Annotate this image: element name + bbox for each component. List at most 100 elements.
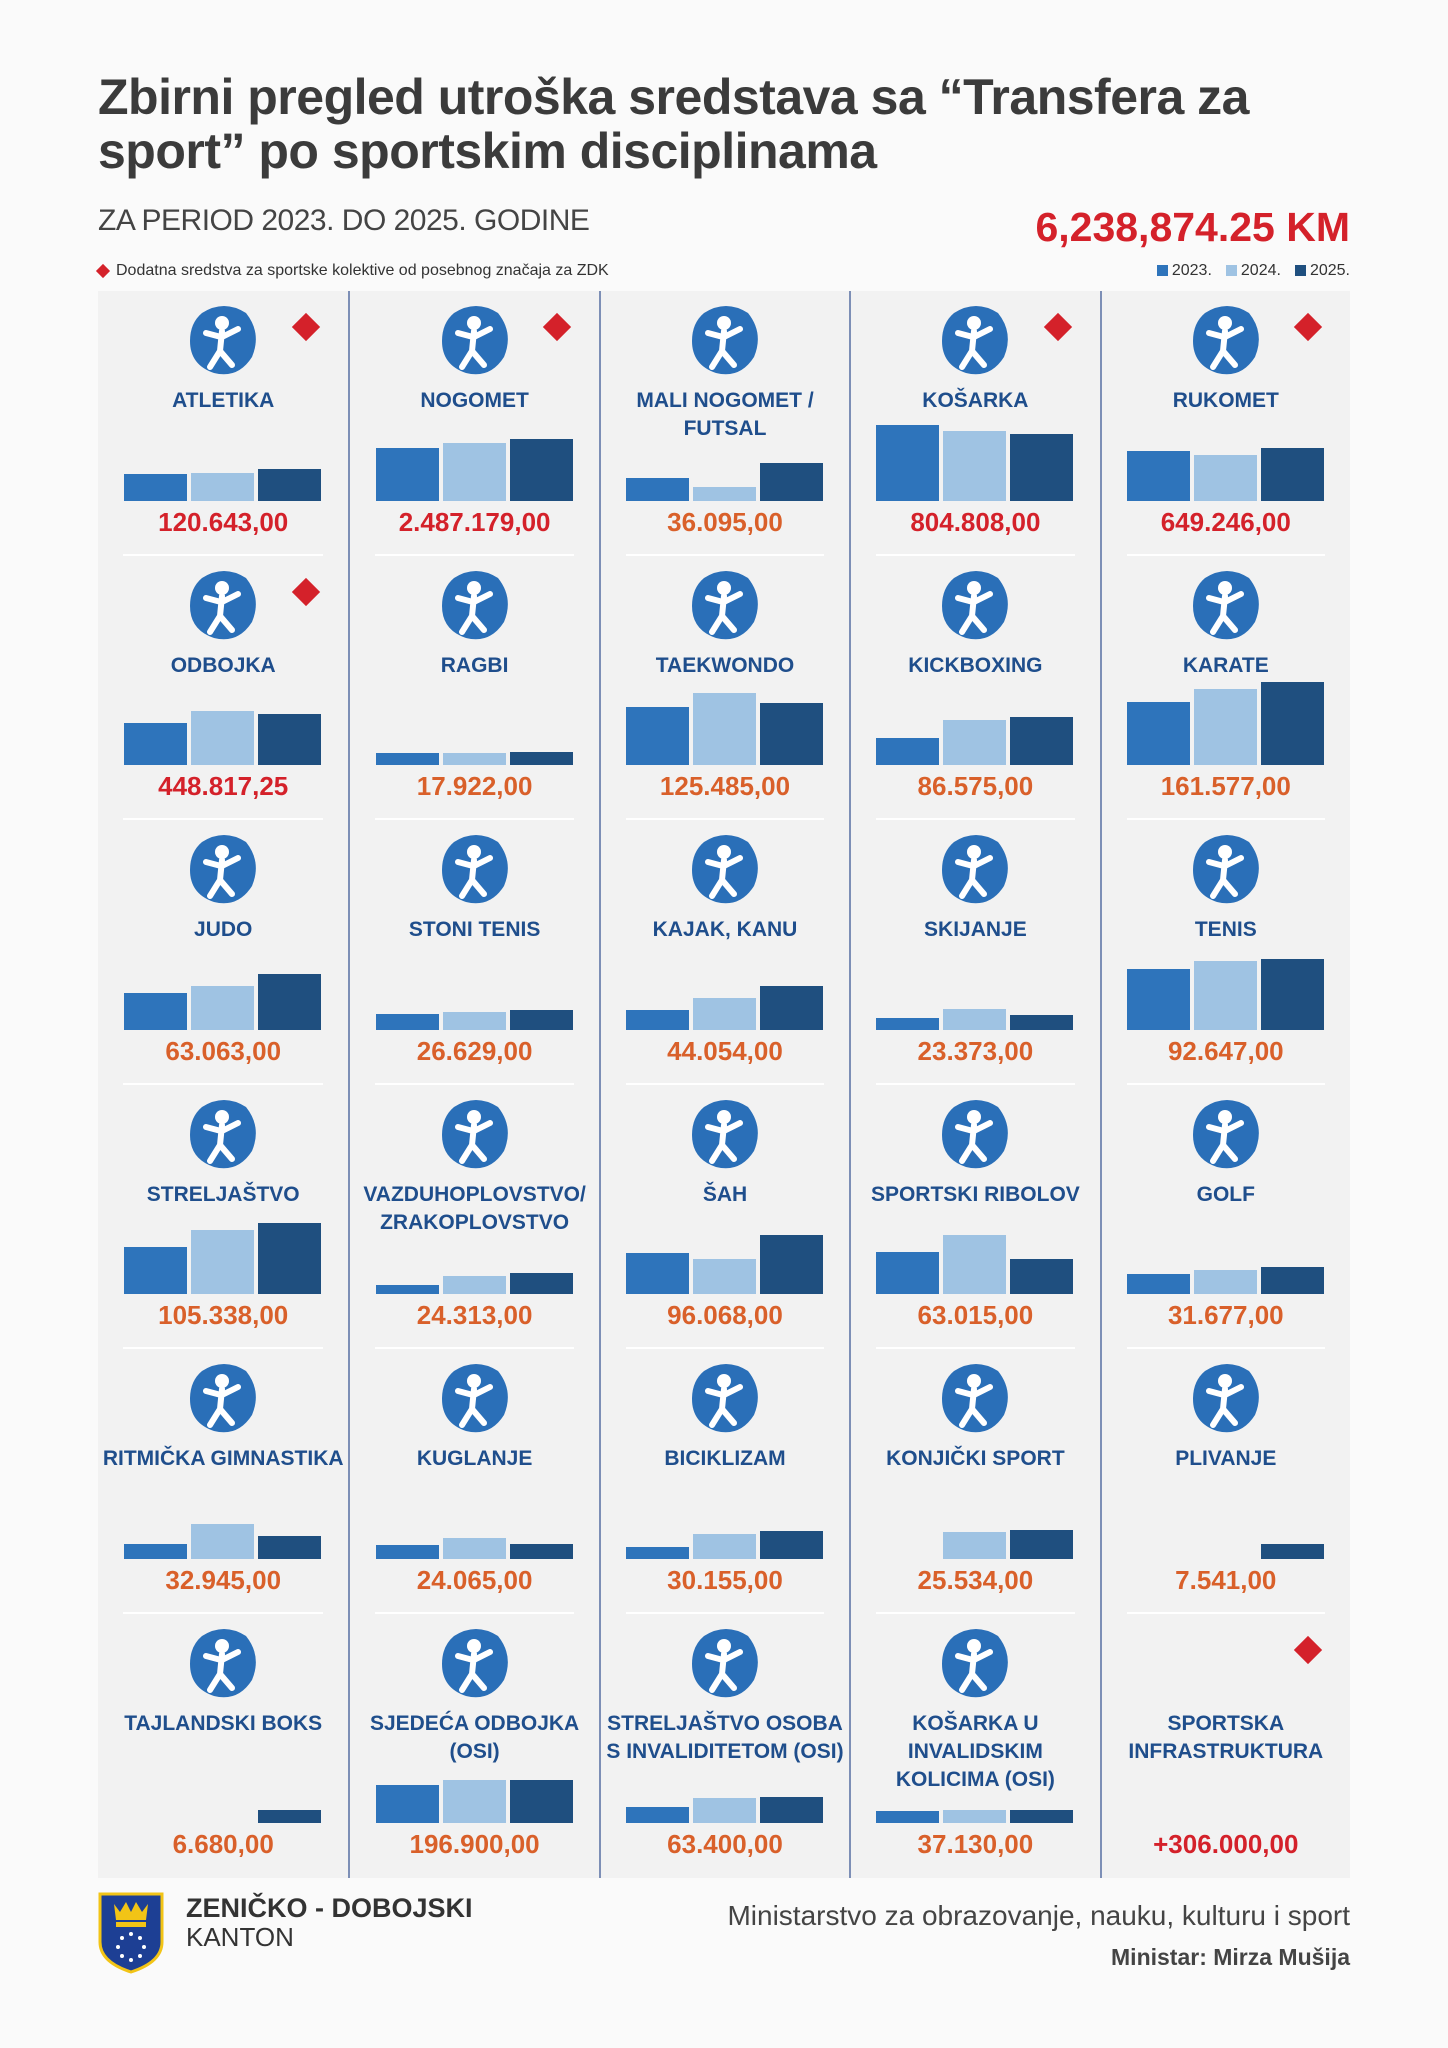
bar-2023 [124,474,188,501]
sport-amount: 196.900,00 [409,1829,540,1859]
sport-amount: 44.054,00 [667,1035,783,1066]
bar-group [1126,411,1325,501]
sport-icon [441,835,508,904]
bar-2023 [375,1785,439,1823]
bar-group [876,1204,1074,1294]
bar-2023 [625,1546,689,1559]
sport-cell: RAGBI 17.922,00 [348,555,598,820]
sport-amount: 32.945,00 [165,1564,282,1595]
bar-2024 [943,1008,1007,1030]
sport-icon [190,835,257,904]
legend-swatch [1225,265,1237,276]
legend-label: 2023. [1171,262,1212,279]
sport-name: KOŠARKA [922,389,1029,412]
sport-cell: SKIJANJE 23.373,00 [849,820,1099,1085]
bar-group [124,675,322,765]
bar-2024 [943,1809,1007,1823]
row-divider [625,1347,825,1349]
sport-name: SPORTSKI RIBOLOV [870,1182,1080,1206]
row-divider [876,553,1075,556]
diamond-icon [95,263,111,279]
special-funds-diamond-icon [1043,312,1072,342]
bar-group [375,940,574,1030]
bar-2024 [692,998,756,1030]
bar-2025 [509,1273,573,1294]
bar-group [625,940,824,1030]
sport-cell: NOGOMET 2.487.179,00 [348,291,598,556]
sport-name: SKIJANJE [924,918,1027,941]
sport-name: RAGBI [440,653,509,677]
sport-name: BICIKLIZAM [664,1447,786,1470]
row-divider [1126,553,1325,556]
sport-icon [942,1628,1009,1697]
sport-cell: SPORTSKI RIBOLOV 63.015,00 [849,1084,1099,1349]
bar-group [876,411,1074,501]
sport-name: KARATE [1182,653,1269,677]
sport-amount: 36.095,00 [667,506,783,537]
sport-icon [942,306,1009,375]
sport-amount: 96.068,00 [667,1300,783,1330]
sport-cell: PLIVANJE 7.541,00 [1099,1349,1350,1614]
bar-2025 [258,1536,322,1559]
sport-cell: KOŠARKA 804.808,00 [849,291,1099,556]
special-funds-diamond-icon [292,312,321,342]
bar-2023 [876,737,940,765]
legend-swatch [1294,265,1306,276]
sport-amount: 24.313,00 [416,1300,533,1330]
bar-2024 [442,1275,506,1294]
sport-icon [942,570,1009,639]
sport-name: KOŠARKA U INVALIDSKIM KOLICIMA (OSI) [895,1711,1055,1791]
sport-amount: 7.541,00 [1175,1564,1277,1595]
bar-group [625,1733,824,1823]
bar-2025 [509,1009,573,1030]
org-name-line1: ZENIČKO - DOBOJSKI [186,1893,473,1923]
bar-group [375,1733,574,1823]
sport-amount: 23.373,00 [917,1035,1034,1066]
row-divider [375,818,574,820]
legend: 2023. 2024. 2025. [1156,262,1350,280]
sport-icon [441,306,508,375]
sports-grid: ATLETIKA 120.643,00 NOGOMET 2.487.179,00 M… [98,291,1350,1878]
sport-name: SJEDEĆA ODBOJKA (OSI) [369,1711,580,1763]
ministry-name: Ministarstvo za obrazovanje, nauku, kult… [727,1900,1350,1931]
bar-2024 [692,487,756,501]
bar-2025 [258,713,322,765]
sport-name: VAZDUHOPLOVSTVO/ ZRAKOPLOVSTVO [363,1182,586,1234]
sport-icon [691,1364,758,1433]
row-divider [375,1611,574,1614]
bar-2023 [1126,969,1190,1030]
sport-name: TAEKWONDO [655,653,795,677]
bar-group [375,675,574,765]
bar-2023 [375,753,439,765]
bar-2023 [876,1811,940,1823]
bar-2023 [1126,1274,1190,1294]
sport-name: PLIVANJE [1175,1447,1277,1470]
bar-2023 [625,707,689,765]
sport-name: STRELJAŠTVO OSOBA S INVALIDITETOM (OSI) [606,1711,844,1763]
sport-amount: 63.015,00 [917,1300,1034,1330]
sport-icon [691,835,758,904]
sport-amount: 2.487.179,00 [398,506,551,537]
sport-amount: +306.000,00 [1153,1829,1299,1859]
row-divider [876,818,1075,820]
sport-amount: 86.575,00 [917,771,1034,801]
bar-2024 [442,753,506,765]
legend-item-2025: 2025. [1294,262,1350,280]
bar-2023 [876,1252,940,1294]
sport-amount: 37.130,00 [917,1829,1034,1859]
bar-2025 [509,438,573,501]
special-funds-diamond-icon [542,312,571,342]
sport-icon [190,1628,257,1697]
bar-group [1127,1469,1325,1559]
sport-amount: 804.808,00 [910,506,1041,537]
sport-icon [942,1364,1009,1433]
sport-icon [691,1628,758,1697]
row-divider [123,1611,324,1614]
sport-amount: 105.338,00 [158,1300,289,1330]
sport-cell: ŠAH 96.068,00 [598,1084,849,1349]
sport-cell: TENIS 92.647,00 [1099,820,1350,1085]
bar-group [124,940,322,1030]
bar-2023 [375,448,439,501]
sport-cell: RITMIČKA GIMNASTIKA 32.945,00 [98,1349,348,1614]
bar-2025 [258,1223,322,1294]
